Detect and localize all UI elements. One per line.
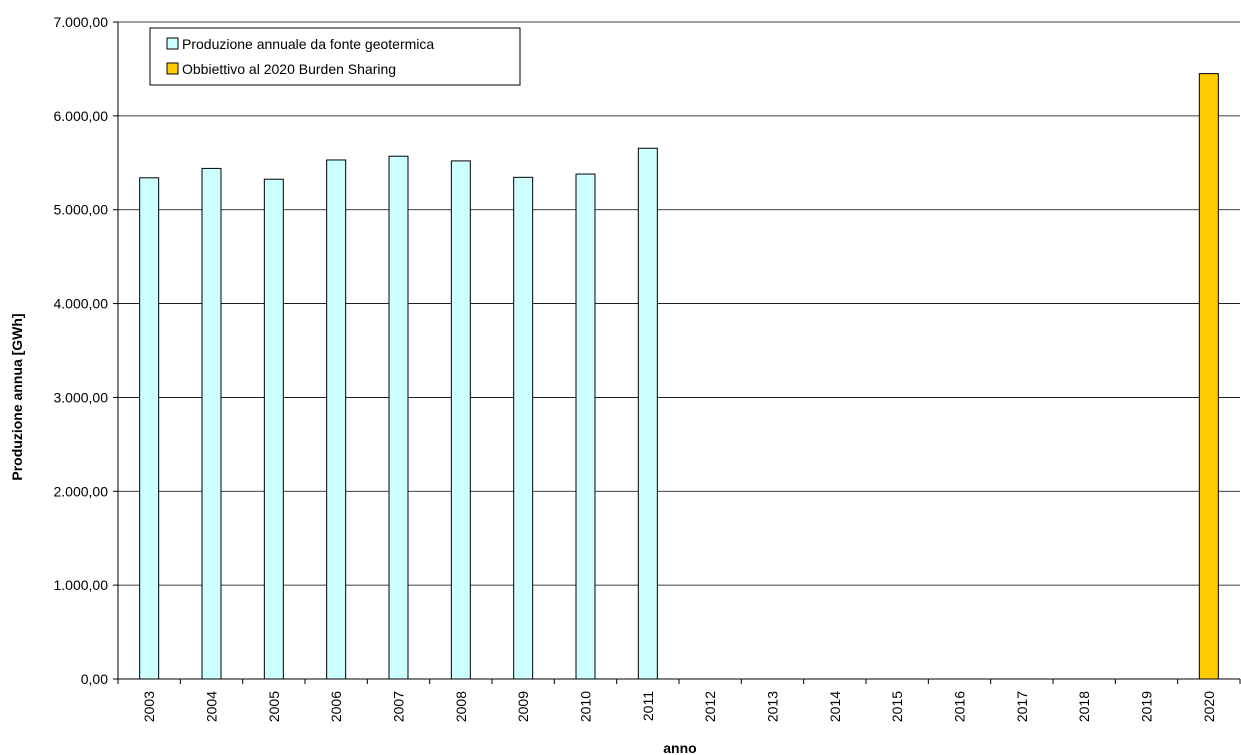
y-tick-label: 1.000,00 bbox=[54, 577, 109, 593]
x-tick-label: 2017 bbox=[1014, 691, 1030, 722]
bar-obbiettivo-2020 bbox=[1198, 73, 1219, 680]
y-tick-label: 4.000,00 bbox=[54, 296, 109, 312]
x-tick-label: 2010 bbox=[578, 691, 594, 722]
x-tick-label: 2015 bbox=[889, 691, 905, 722]
y-tick-label: 6.000,00 bbox=[54, 108, 109, 124]
x-tick-label: 2012 bbox=[702, 691, 718, 722]
bar-produzione-2006 bbox=[326, 159, 347, 680]
legend-label-geotermica: Produzione annuale da fonte geotermica bbox=[182, 36, 434, 52]
y-tick-label: 5.000,00 bbox=[54, 202, 109, 218]
bar-produzione-2005 bbox=[263, 178, 284, 680]
bar-produzione-2007 bbox=[388, 155, 409, 680]
x-tick-label: 2007 bbox=[391, 691, 407, 722]
x-tick-label: 2020 bbox=[1201, 691, 1217, 722]
legend-swatch-obbiettivo bbox=[166, 62, 179, 75]
bar-produzione-2003 bbox=[139, 177, 160, 680]
x-tick-label: 2009 bbox=[515, 691, 531, 722]
legend: Produzione annuale da fonte geotermica O… bbox=[149, 27, 521, 86]
bar-produzione-2010 bbox=[575, 173, 596, 680]
y-tick-label: 2.000,00 bbox=[54, 483, 109, 499]
bar-produzione-2008 bbox=[450, 160, 471, 680]
grid-lines bbox=[118, 21, 1240, 586]
axes bbox=[117, 22, 1240, 680]
x-tick-label: 2006 bbox=[328, 691, 344, 722]
bar-produzione-2011 bbox=[637, 147, 658, 680]
y-axis-ticks: 0,00 1.000,00 2.000,00 3.000,00 4.000,00 5.00… bbox=[54, 14, 118, 687]
x-tick-label: 2004 bbox=[204, 691, 220, 722]
x-tick-label: 2018 bbox=[1076, 691, 1092, 722]
x-axis-title: anno bbox=[663, 740, 696, 755]
x-tick-label: 2014 bbox=[827, 691, 843, 722]
x-tick-label: 2008 bbox=[453, 691, 469, 722]
x-tick-label: 2019 bbox=[1139, 691, 1155, 722]
x-axis-ticks: 2003 2004 2005 2006 2007 2008 2009 2010 2011 2012… bbox=[117, 679, 1241, 722]
x-tick-label: 2003 bbox=[141, 691, 157, 722]
legend-label-obbiettivo: Obbiettivo al 2020 Burden Sharing bbox=[182, 61, 396, 77]
y-tick-label: 3.000,00 bbox=[54, 389, 109, 405]
bar-produzione-2004 bbox=[201, 167, 222, 680]
x-tick-label: 2016 bbox=[952, 691, 968, 722]
x-tick-label: 2005 bbox=[266, 691, 282, 722]
bars bbox=[139, 73, 1219, 680]
x-tick-label: 2011 bbox=[640, 691, 656, 721]
y-tick-label: 0,00 bbox=[81, 671, 108, 687]
y-axis-title: Produzione annua [GWh] bbox=[9, 313, 25, 480]
bar-produzione-2009 bbox=[513, 176, 534, 680]
y-tick-label: 7.000,00 bbox=[54, 14, 109, 30]
x-tick-label: 2013 bbox=[765, 691, 781, 722]
legend-swatch-geotermica bbox=[166, 37, 179, 50]
legend-box bbox=[149, 27, 521, 86]
